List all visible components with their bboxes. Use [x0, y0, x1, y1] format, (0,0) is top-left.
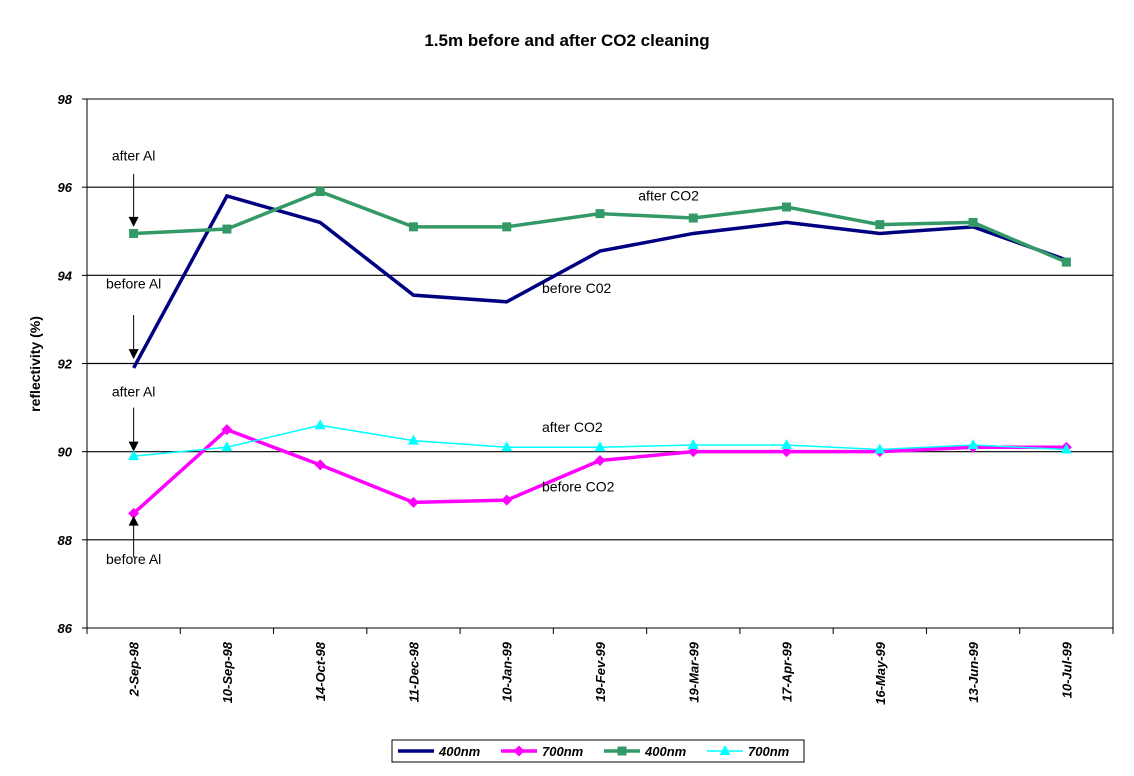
annotation-arrow-head — [128, 216, 139, 227]
series-3-point — [1060, 443, 1072, 454]
y-tick-label: 86 — [58, 621, 73, 636]
plot-area: 86 88 90 92 94 96 98 2-Sep-98 10-Sep-98 14-Oct-98… — [58, 92, 1114, 705]
annotation-arrow-head — [128, 515, 139, 526]
series-1-point — [501, 494, 513, 506]
annotation-label: before Al — [106, 276, 161, 292]
series-2-point — [129, 228, 139, 238]
legend-label-1: 700nm — [542, 744, 584, 759]
y-tick-label: 98 — [58, 92, 73, 107]
series-3-point — [594, 441, 606, 452]
series-3-point — [501, 441, 513, 452]
annotation-label: after CO2 — [638, 187, 699, 203]
series-3-point — [221, 441, 233, 452]
legend-label-0: 400nm — [438, 744, 481, 759]
y-tick-label: 94 — [58, 268, 73, 283]
series-1-point — [128, 507, 140, 519]
series-2-point — [502, 222, 512, 232]
series-2-point — [1061, 257, 1071, 267]
y-tick-label: 90 — [58, 445, 73, 460]
annotation-label: before Al — [106, 551, 161, 567]
series-2-point — [688, 213, 698, 223]
series-2-point — [875, 220, 885, 230]
x-tick-label: 14-Oct-98 — [313, 641, 328, 701]
x-tick-label: 10-Sep-98 — [220, 641, 235, 703]
series-3-point — [128, 450, 140, 461]
annotation-label: after Al — [112, 384, 156, 400]
x-tick-label: 13-Jun-99 — [966, 641, 981, 702]
series-2-point — [968, 217, 978, 227]
series-1-point — [221, 424, 233, 436]
series-3-point — [874, 443, 886, 454]
x-tick-label: 11-Dec-98 — [406, 641, 421, 702]
series-1-point — [314, 459, 326, 471]
x-tick-label: 17-Apr-99 — [780, 641, 795, 702]
annotation-label: after CO2 — [542, 419, 603, 435]
legend-label-2: 400nm — [644, 744, 687, 759]
annotation-label: before CO2 — [542, 478, 615, 494]
x-tick-label: 10-Jan-99 — [500, 641, 515, 702]
annotation-label: before C02 — [542, 280, 611, 296]
annotation-arrow-head — [128, 441, 139, 452]
series-3-point — [687, 439, 699, 450]
annotation-label: after Al — [112, 148, 156, 164]
series-2-point — [595, 209, 605, 219]
y-tick-label: 88 — [58, 533, 73, 548]
x-tick-label: 19-Fev-99 — [593, 641, 608, 702]
series-2-point — [315, 187, 325, 197]
y-tick-label: 92 — [58, 357, 73, 372]
x-tick-label: 16-May-99 — [873, 641, 888, 705]
x-tick-label: 10-Jul-99 — [1059, 641, 1074, 698]
chart-title: 1.5m before and after CO2 cleaning — [424, 31, 709, 50]
x-tick-label: 19-Mar-99 — [686, 641, 701, 702]
series-1-point — [407, 496, 419, 508]
y-axis-label: reflectivity (%) — [27, 316, 43, 412]
annotation-arrow-head — [128, 349, 139, 360]
series-3-point — [314, 419, 326, 430]
legend-box — [391, 739, 805, 763]
series-2-point — [782, 202, 792, 212]
series-1-point — [594, 454, 606, 466]
legend-label-3: 700nm — [748, 744, 790, 759]
legend-marker-3 — [719, 745, 731, 755]
x-tick-label: 2-Sep-98 — [127, 641, 142, 697]
legend: 400nm 700nm 400nm 700nm — [391, 739, 805, 763]
y-tick-label: 96 — [58, 180, 73, 195]
series-2-point — [408, 222, 418, 232]
series-3-point — [967, 439, 979, 450]
series-2-point — [222, 224, 232, 234]
legend-marker-1 — [513, 745, 525, 757]
series-3-point — [407, 434, 419, 445]
series-line-0 — [132, 193, 1067, 369]
series-3-point — [781, 439, 793, 450]
legend-marker-2 — [617, 746, 627, 756]
